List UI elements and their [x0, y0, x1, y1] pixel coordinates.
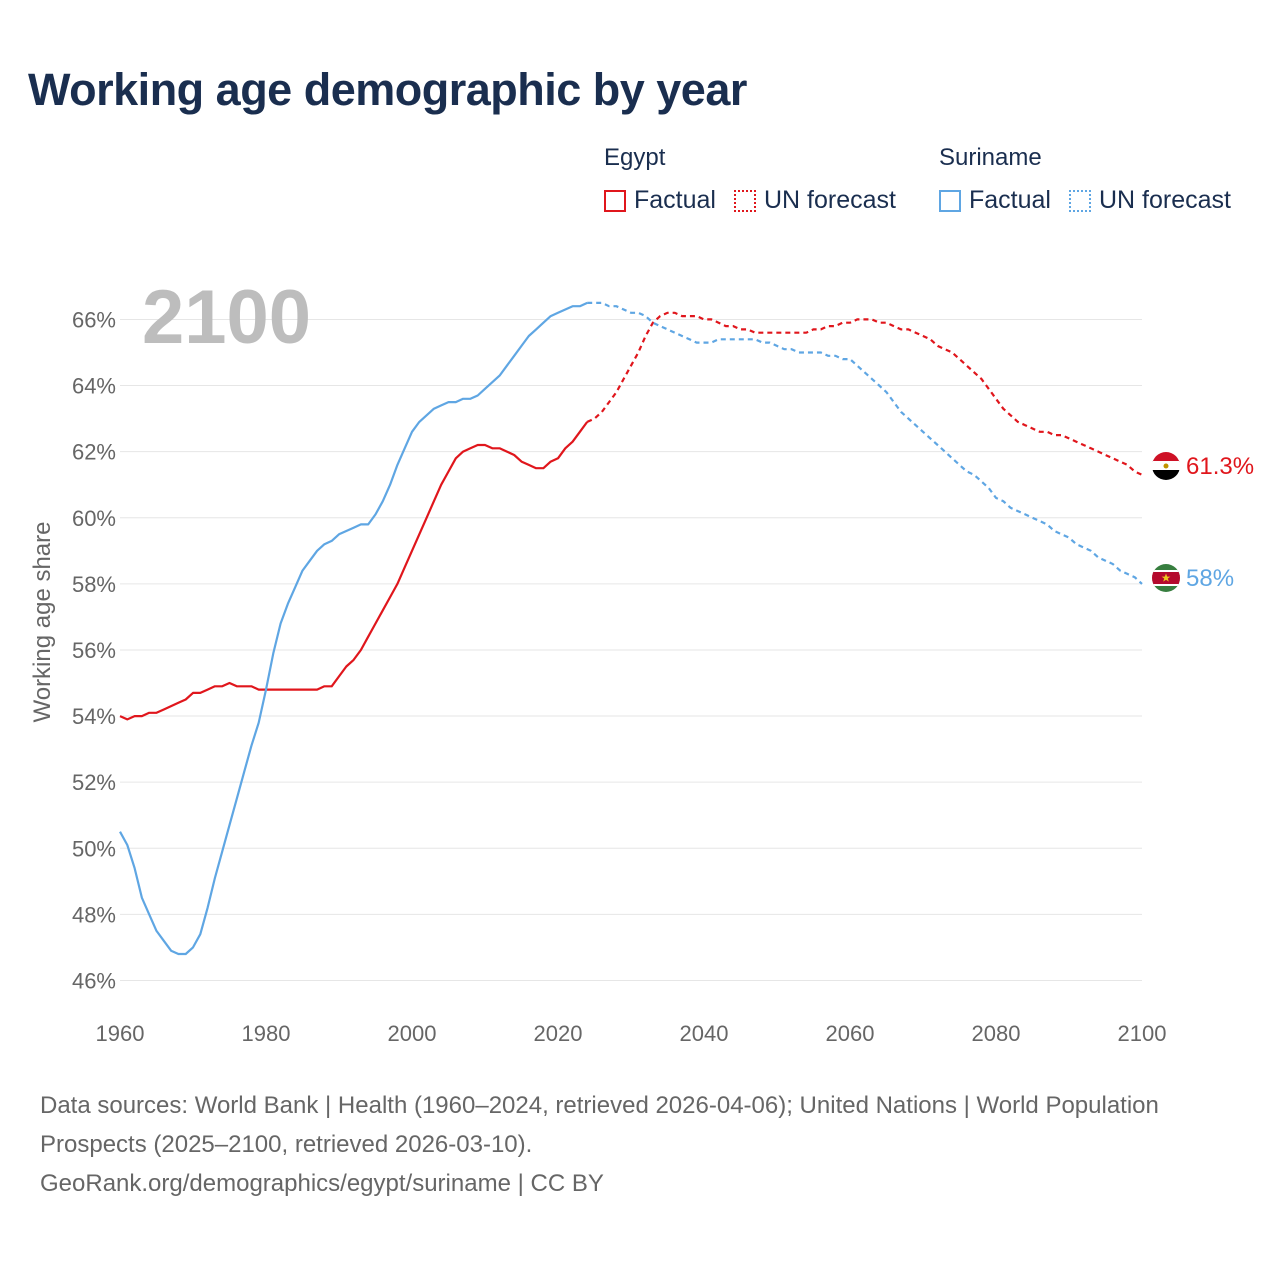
- egypt-flag-icon: [1152, 452, 1180, 480]
- legend-item-suriname-forecast[interactable]: UN forecast: [1068, 186, 1231, 215]
- y-tick-label: 60%: [72, 506, 116, 531]
- legend-label: UN forecast: [1098, 186, 1231, 214]
- chart-title: Working age demographic by year: [28, 64, 747, 115]
- y-tick-label: 58%: [72, 572, 116, 597]
- footer: Data sources: World Bank | Health (1960–…: [40, 1086, 1240, 1203]
- x-tick-label: 1980: [242, 1021, 291, 1046]
- legend-egypt: Egypt Factual UN forecast: [604, 144, 914, 215]
- y-tick-label: 48%: [72, 902, 116, 927]
- solid-swatch-icon: [939, 189, 961, 212]
- suriname-factual-line: [119, 301, 588, 956]
- y-tick-label: 62%: [72, 440, 116, 465]
- legend-label: UN forecast: [763, 186, 896, 214]
- y-tick-label: 56%: [72, 638, 116, 663]
- credit-link[interactable]: GeoRank.org/demographics/egypt/suriname …: [40, 1170, 604, 1197]
- y-axis-label: Working age share: [29, 522, 56, 723]
- legend-label: Factual: [969, 186, 1051, 214]
- legend-label: Factual: [634, 186, 716, 214]
- x-tick-label: 2100: [1118, 1021, 1167, 1046]
- y-tick-label: 52%: [72, 770, 116, 795]
- egypt-end-value: 61.3%: [1186, 453, 1254, 480]
- suriname-forecast-line: [587, 301, 1143, 585]
- legend-item-egypt-forecast[interactable]: UN forecast: [733, 186, 896, 215]
- legend-suriname: Suriname Factual UN forecast: [939, 144, 1249, 215]
- y-tick-label: 46%: [72, 968, 116, 993]
- x-tick-label: 1960: [96, 1021, 145, 1046]
- dotted-swatch-icon: [1068, 189, 1091, 212]
- line-chart: 46% 48% 50% 52% 54% 56% 58% 60% 62% 64% 66% 1960 19…: [29, 275, 1254, 1046]
- y-tick-label: 64%: [72, 374, 116, 399]
- x-tick-label: 2060: [826, 1021, 875, 1046]
- dotted-swatch-icon: [733, 189, 756, 212]
- suriname-flag-icon: [1152, 564, 1180, 592]
- solid-swatch-icon: [604, 189, 626, 212]
- egypt-factual-line: [119, 421, 589, 721]
- x-tick-label: 2080: [972, 1021, 1021, 1046]
- data-sources: Data sources: World Bank | Health (1960–…: [40, 1092, 1159, 1158]
- suriname-end-value: 58%: [1186, 565, 1234, 592]
- x-tick-label: 2000: [388, 1021, 437, 1046]
- legend-group-name: Egypt: [604, 144, 666, 171]
- y-tick-label: 54%: [72, 704, 116, 729]
- legend-item-egypt-factual[interactable]: Factual: [604, 186, 716, 215]
- year-watermark: 2100: [142, 275, 311, 360]
- y-tick-label: 66%: [72, 307, 116, 332]
- x-tick-label: 2040: [680, 1021, 729, 1046]
- x-tick-label: 2020: [534, 1021, 583, 1046]
- y-tick-label: 50%: [72, 836, 116, 861]
- legend-group-name: Suriname: [939, 144, 1042, 171]
- egypt-forecast-line: [586, 311, 1143, 476]
- legend-item-suriname-factual[interactable]: Factual: [939, 186, 1051, 215]
